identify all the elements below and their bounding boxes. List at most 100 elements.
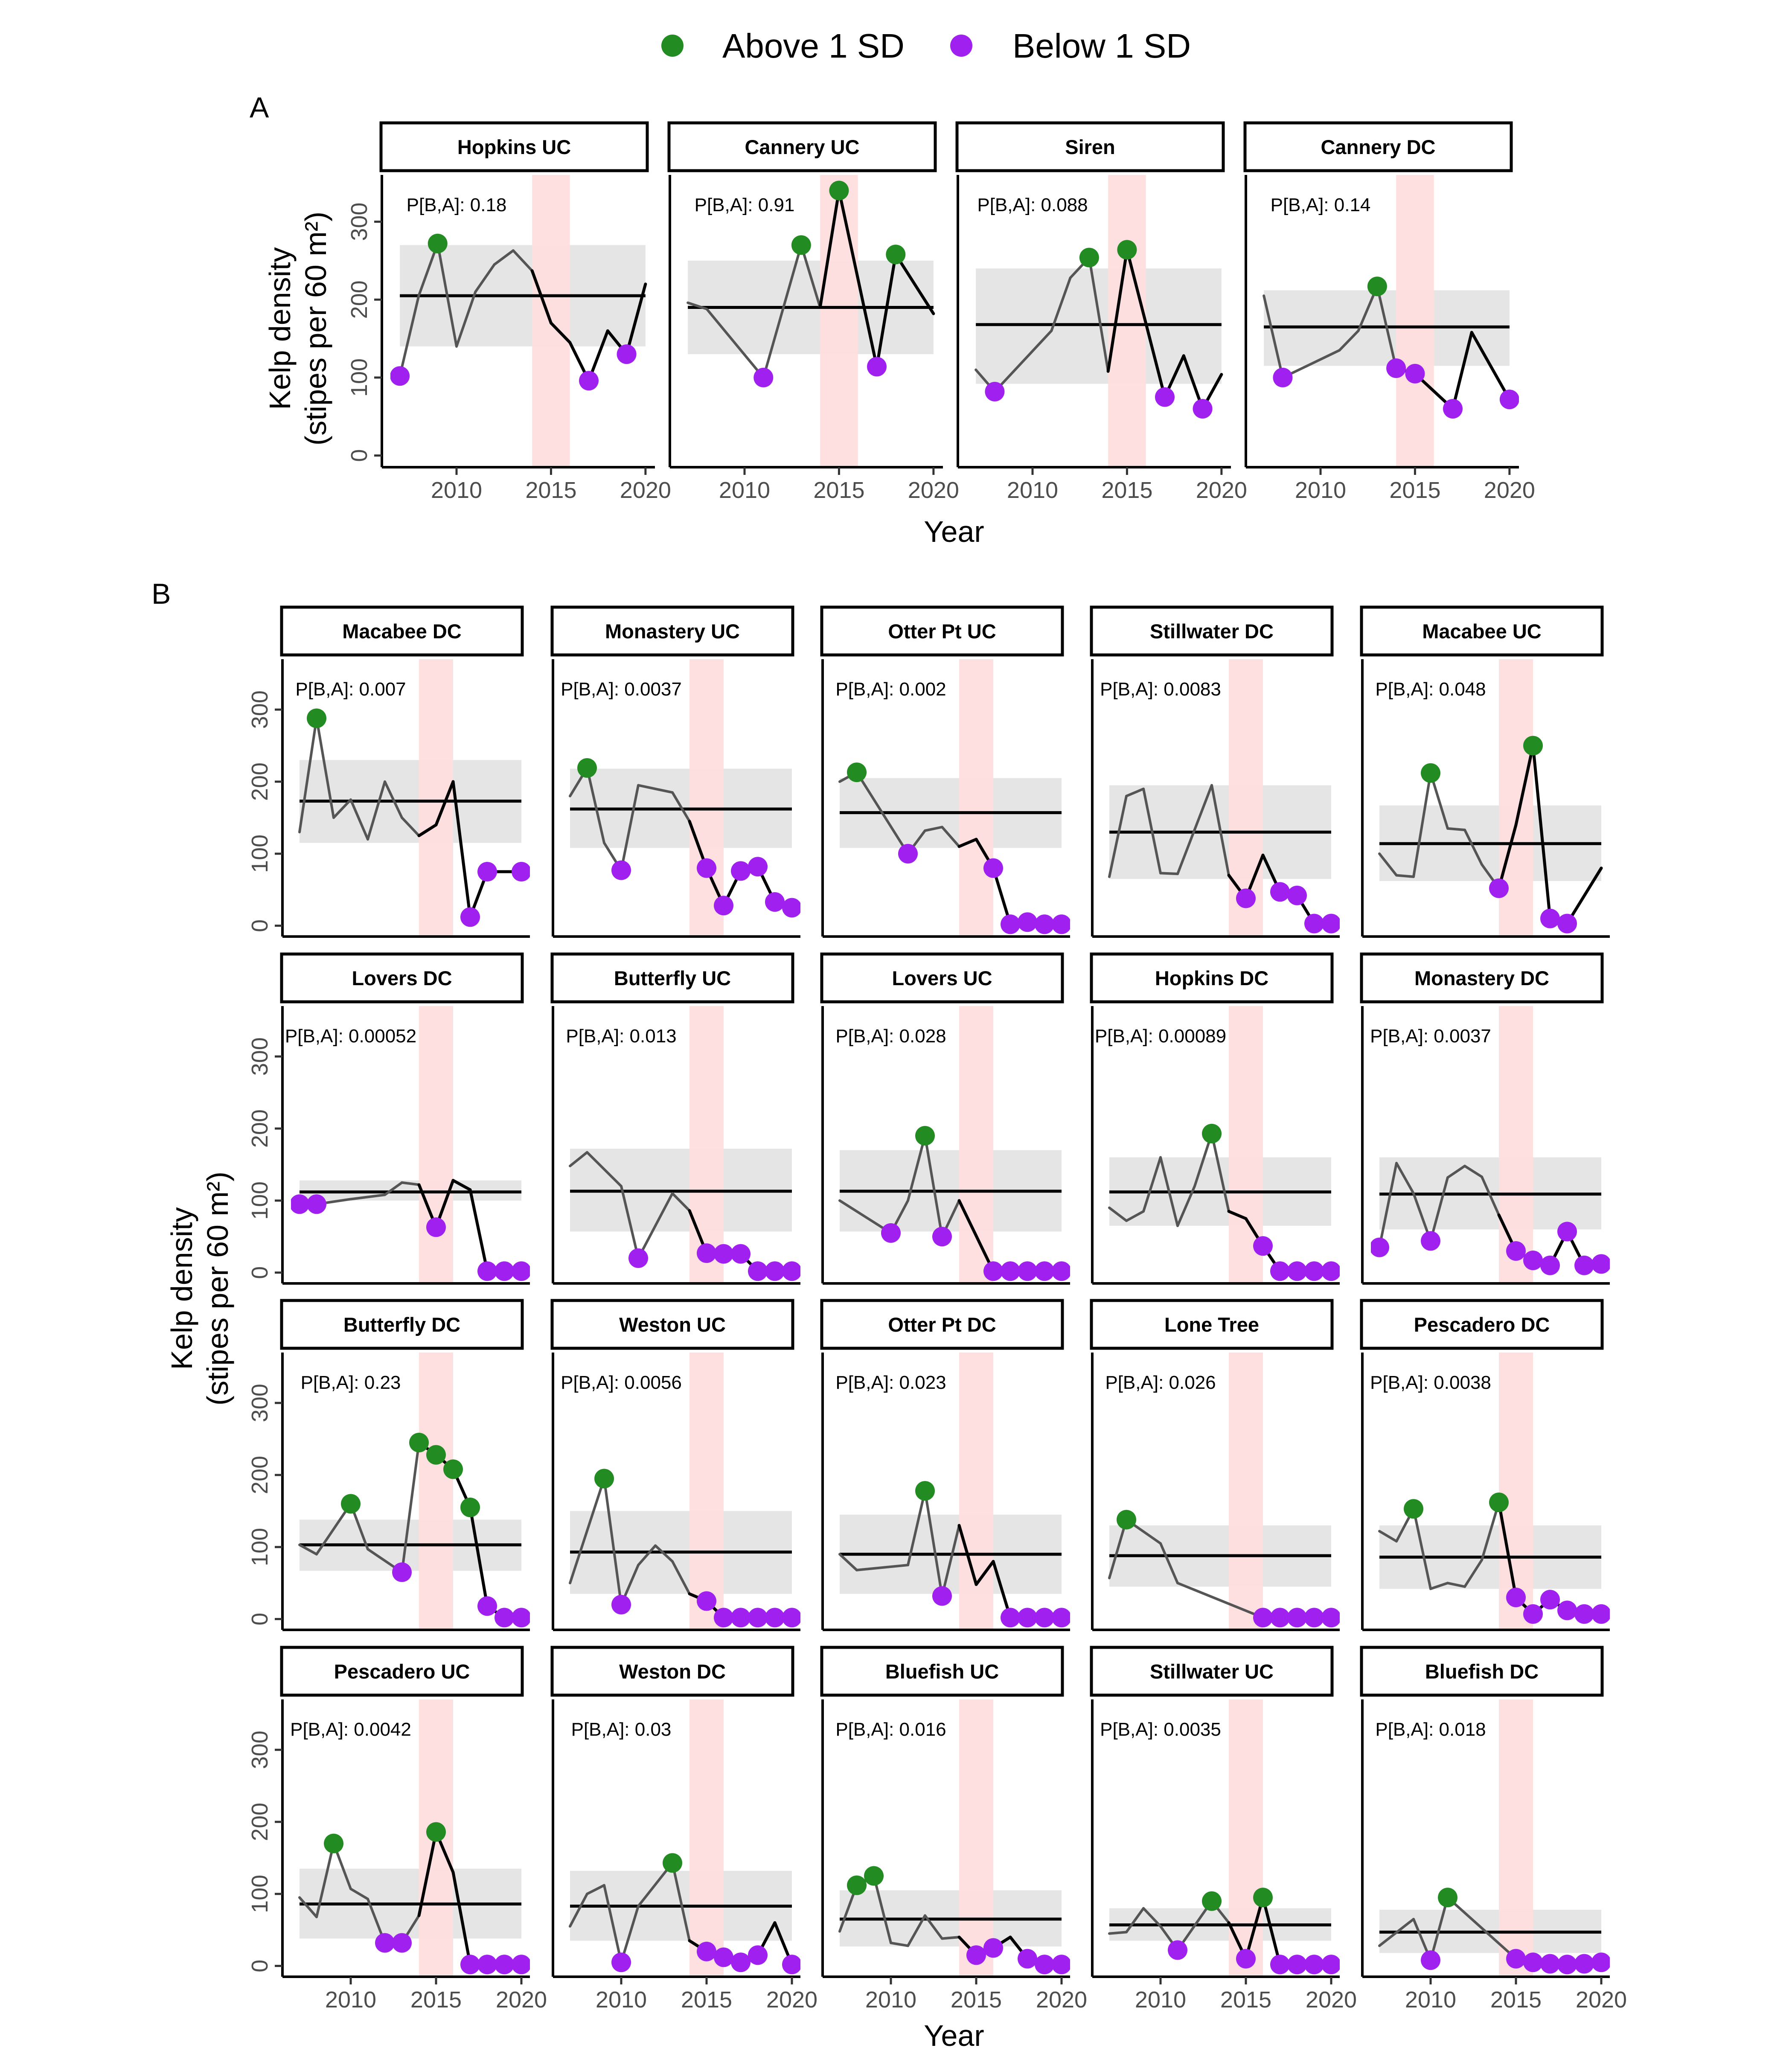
- facet-plot-area: [390, 175, 647, 467]
- facet-macabee-uc: Macabee UC P[B,A]: 0.048: [1360, 605, 1610, 938]
- x-tick-label: 2015: [410, 1987, 462, 2013]
- series-segment: [1446, 827, 1466, 832]
- above-sd-point: [426, 1445, 446, 1465]
- below-sd-point: [1052, 1261, 1070, 1281]
- facet-strip-label: Bluefish UC: [885, 1660, 999, 1683]
- below-sd-point: [1304, 1261, 1324, 1281]
- series-segment: [417, 1830, 438, 1917]
- facet-strip: [820, 605, 1064, 657]
- below-sd-point: [495, 1261, 514, 1281]
- facet-lovers-uc: Lovers UC P[B,A]: 0.028: [820, 952, 1070, 1285]
- series-segment: [1244, 1896, 1265, 1961]
- heatwave-band: [1499, 1006, 1533, 1283]
- below-sd-point: [375, 1933, 395, 1953]
- below-sd-point: [1321, 913, 1340, 934]
- above-sd-point: [409, 1433, 429, 1453]
- heatwave-band: [820, 175, 858, 467]
- facet-stillwater-dc: Stillwater DC P[B,A]: 0.0083: [1090, 605, 1340, 938]
- series-segment: [1378, 1530, 1398, 1543]
- series-segment: [1463, 1559, 1483, 1588]
- series-segment: [1108, 1518, 1128, 1580]
- series-segment: [924, 826, 943, 832]
- series-segment: [1176, 784, 1213, 876]
- below-sd-point: [867, 357, 887, 377]
- series-segment: [1050, 276, 1072, 332]
- facet-strip: [1090, 1646, 1334, 1697]
- below-sd-point: [748, 857, 768, 877]
- below-sd-point: [697, 1591, 716, 1611]
- series-segment: [384, 1181, 403, 1196]
- facet-plot-area: [838, 1006, 1070, 1283]
- pba-label: P[B,A]: 0.14: [1271, 195, 1371, 215]
- series-segment: [586, 1151, 623, 1188]
- facet-strip-label: Pescadero UC: [334, 1660, 470, 1683]
- above-sd-point: [1421, 763, 1440, 783]
- series-segment: [941, 826, 960, 848]
- below-sd-point: [748, 1608, 768, 1628]
- series-segment: [855, 771, 909, 855]
- below-sd-point: [748, 1261, 768, 1281]
- series-segment: [603, 1884, 623, 1964]
- heatwave-band: [1229, 1353, 1263, 1630]
- pba-label: P[B,A]: 0.0042: [290, 1719, 411, 1740]
- below-sd-point: [1421, 1231, 1440, 1251]
- y-tick-label: 100: [346, 358, 372, 397]
- below-sd-point: [1405, 364, 1425, 384]
- facet-plot-area: [838, 659, 1070, 937]
- below-sd-point: [611, 1594, 631, 1615]
- facet-plot-area: [1108, 1006, 1340, 1283]
- below-sd-point: [731, 1608, 751, 1628]
- below-sd-point: [1386, 358, 1406, 378]
- facet-plot-area: [569, 1699, 800, 1977]
- heatwave-band: [1499, 1353, 1533, 1630]
- series-segment: [924, 1489, 943, 1597]
- below-sd-point: [1270, 1261, 1290, 1281]
- legend-below-label: Below 1 SD: [1012, 27, 1191, 65]
- above-sd-point: [1404, 1499, 1423, 1519]
- series-segment: [586, 1884, 605, 1895]
- series-segment: [941, 1936, 960, 1940]
- above-sd-point: [426, 1822, 446, 1842]
- below-sd-point: [390, 366, 410, 386]
- panel-b-ylabel-line2: (stipes per 60 m²): [201, 1172, 234, 1405]
- below-sd-point: [495, 1955, 514, 1975]
- below-sd-point: [1574, 1954, 1594, 1974]
- series-segment: [1108, 1931, 1128, 1935]
- series-segment: [1376, 285, 1398, 370]
- below-sd-point: [1236, 1949, 1256, 1969]
- above-sd-point: [594, 1469, 614, 1489]
- below-sd-point: [983, 1938, 1003, 1958]
- series-segment: [1514, 744, 1535, 826]
- facet-strip: [1360, 1299, 1604, 1350]
- below-sd-point: [714, 1608, 733, 1628]
- facet-hopkins-uc: Hopkins UC P[B,A]: 0.18 0 100 200 300 2010 2015…: [346, 121, 671, 503]
- below-sd-point: [1270, 882, 1290, 902]
- pba-label: P[B,A]: 0.018: [1375, 1719, 1486, 1740]
- series-segment: [1142, 1907, 1162, 1928]
- above-sd-point: [886, 244, 906, 265]
- below-sd-point: [1168, 1940, 1187, 1960]
- below-sd-point: [1421, 1950, 1440, 1970]
- pba-label: P[B,A]: 0.016: [835, 1719, 946, 1740]
- series-segment: [671, 1560, 691, 1595]
- series-segment: [1446, 1582, 1466, 1588]
- facet-strip-label: Weston DC: [619, 1660, 726, 1683]
- heatwave-band: [1499, 1699, 1533, 1977]
- below-sd-point: [460, 1955, 480, 1975]
- facet-plot-area: [298, 1353, 530, 1630]
- facet-strip: [379, 121, 649, 172]
- series-segment: [1378, 1162, 1398, 1249]
- facet-pescadero-uc: Pescadero UC P[B,A]: 0.0042 0 100 200 300 2010…: [247, 1646, 547, 2013]
- y-tick-label: 100: [247, 1528, 273, 1566]
- facet-otter-pt-uc: Otter Pt UC P[B,A]: 0.002: [820, 605, 1070, 938]
- series-segment: [654, 1544, 674, 1563]
- below-sd-point: [477, 1596, 497, 1616]
- below-sd-point: [1035, 1261, 1054, 1281]
- facet-strip-label: Butterfly DC: [343, 1313, 460, 1336]
- series-segment: [434, 780, 455, 826]
- pba-label: P[B,A]: 0.023: [835, 1372, 946, 1393]
- below-sd-point: [1506, 1241, 1526, 1261]
- below-sd-point: [1253, 1236, 1273, 1256]
- above-sd-point: [1367, 276, 1387, 297]
- pba-label: P[B,A]: 0.028: [835, 1026, 946, 1047]
